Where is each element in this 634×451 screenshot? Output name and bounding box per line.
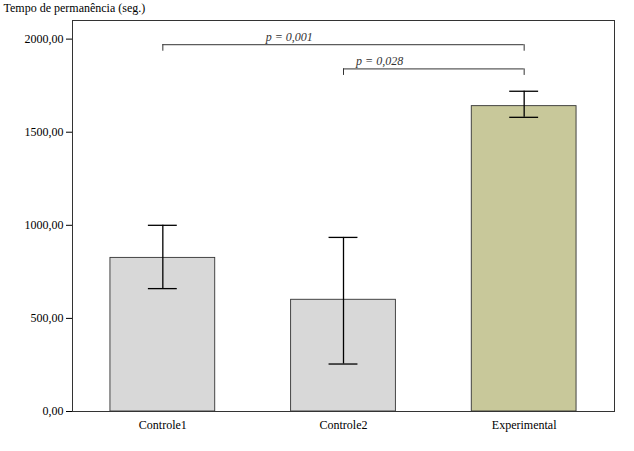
- svg-text:p = 0,001: p = 0,001: [265, 30, 313, 44]
- svg-text:Controle1: Controle1: [139, 418, 187, 432]
- svg-text:Experimental: Experimental: [492, 418, 557, 432]
- svg-text:Tempo de permanência (seg.): Tempo de permanência (seg.): [4, 1, 146, 15]
- svg-text:1500,00: 1500,00: [25, 125, 64, 139]
- svg-text:2000,00: 2000,00: [25, 32, 64, 46]
- svg-text:0,00: 0,00: [43, 404, 64, 418]
- svg-text:p = 0,028: p = 0,028: [355, 54, 403, 68]
- svg-text:1000,00: 1000,00: [25, 218, 64, 232]
- svg-text:Controle2: Controle2: [320, 418, 368, 432]
- svg-text:500,00: 500,00: [31, 311, 64, 325]
